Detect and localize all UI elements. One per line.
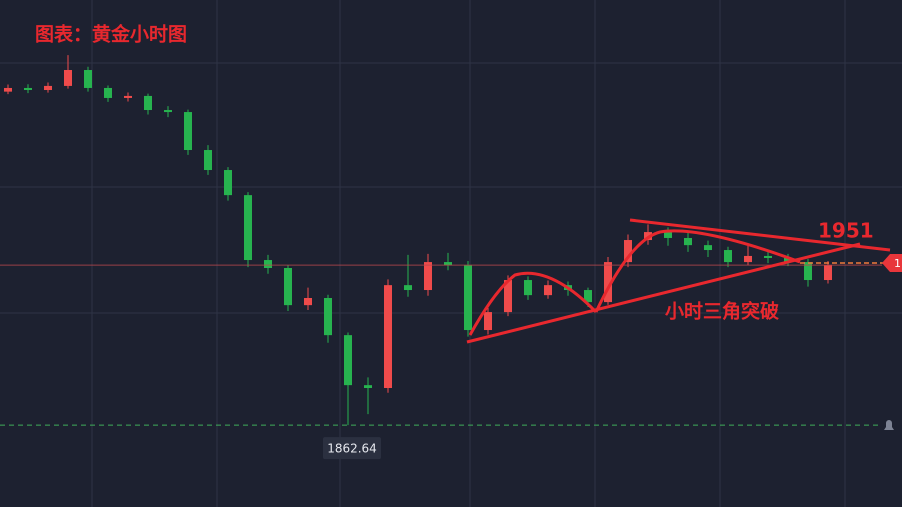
price-tag-label: 1 xyxy=(894,257,901,270)
candle-body xyxy=(224,170,232,196)
low-label: 1862.64 xyxy=(327,442,377,456)
candle-body xyxy=(604,262,612,303)
candle-body xyxy=(124,95,132,98)
candle-body xyxy=(664,232,672,238)
candle-body xyxy=(444,262,452,266)
annotation: 1951 xyxy=(818,219,874,243)
candle-body xyxy=(624,240,632,263)
candle-body xyxy=(704,245,712,251)
chart-title: 图表：黄金小时图 xyxy=(35,23,187,46)
candle-body xyxy=(44,85,52,91)
candle-body xyxy=(804,262,812,281)
candle-body xyxy=(304,297,312,306)
candles xyxy=(0,55,882,426)
candle-body xyxy=(744,255,752,263)
candle-body xyxy=(464,265,472,331)
candle-body xyxy=(104,87,112,98)
candle-body xyxy=(284,267,292,306)
candle-body xyxy=(384,285,392,389)
alert-icon xyxy=(884,420,894,430)
candle-body xyxy=(244,195,252,261)
candle-body xyxy=(684,237,692,246)
candle-body xyxy=(764,255,772,258)
pattern-label: 小时三角突破 xyxy=(665,300,779,323)
candle-body xyxy=(204,150,212,171)
candle-body xyxy=(584,290,592,303)
price-tag xyxy=(882,254,902,272)
candle-body xyxy=(144,95,152,111)
candle-body xyxy=(824,265,832,281)
candle-body xyxy=(4,87,12,92)
candle-body xyxy=(184,112,192,151)
candle-body xyxy=(504,280,512,313)
candle-body xyxy=(784,257,792,263)
candle-body xyxy=(24,87,32,91)
candle-body xyxy=(544,285,552,296)
annotations xyxy=(466,218,891,344)
candle-body xyxy=(264,260,272,268)
low-label-box xyxy=(323,437,381,460)
candle-body xyxy=(404,285,412,291)
arc xyxy=(468,271,598,336)
candle-body xyxy=(524,280,532,296)
candle-body xyxy=(84,70,92,88)
candle-body xyxy=(724,250,732,263)
candle-body xyxy=(64,70,72,86)
candle-body xyxy=(484,312,492,331)
trend-line xyxy=(629,218,891,252)
arc xyxy=(594,229,801,313)
candle-body xyxy=(364,385,372,389)
candle-body xyxy=(324,297,332,336)
candle-body xyxy=(344,335,352,386)
candle-body xyxy=(164,110,172,113)
candle-body xyxy=(424,262,432,291)
